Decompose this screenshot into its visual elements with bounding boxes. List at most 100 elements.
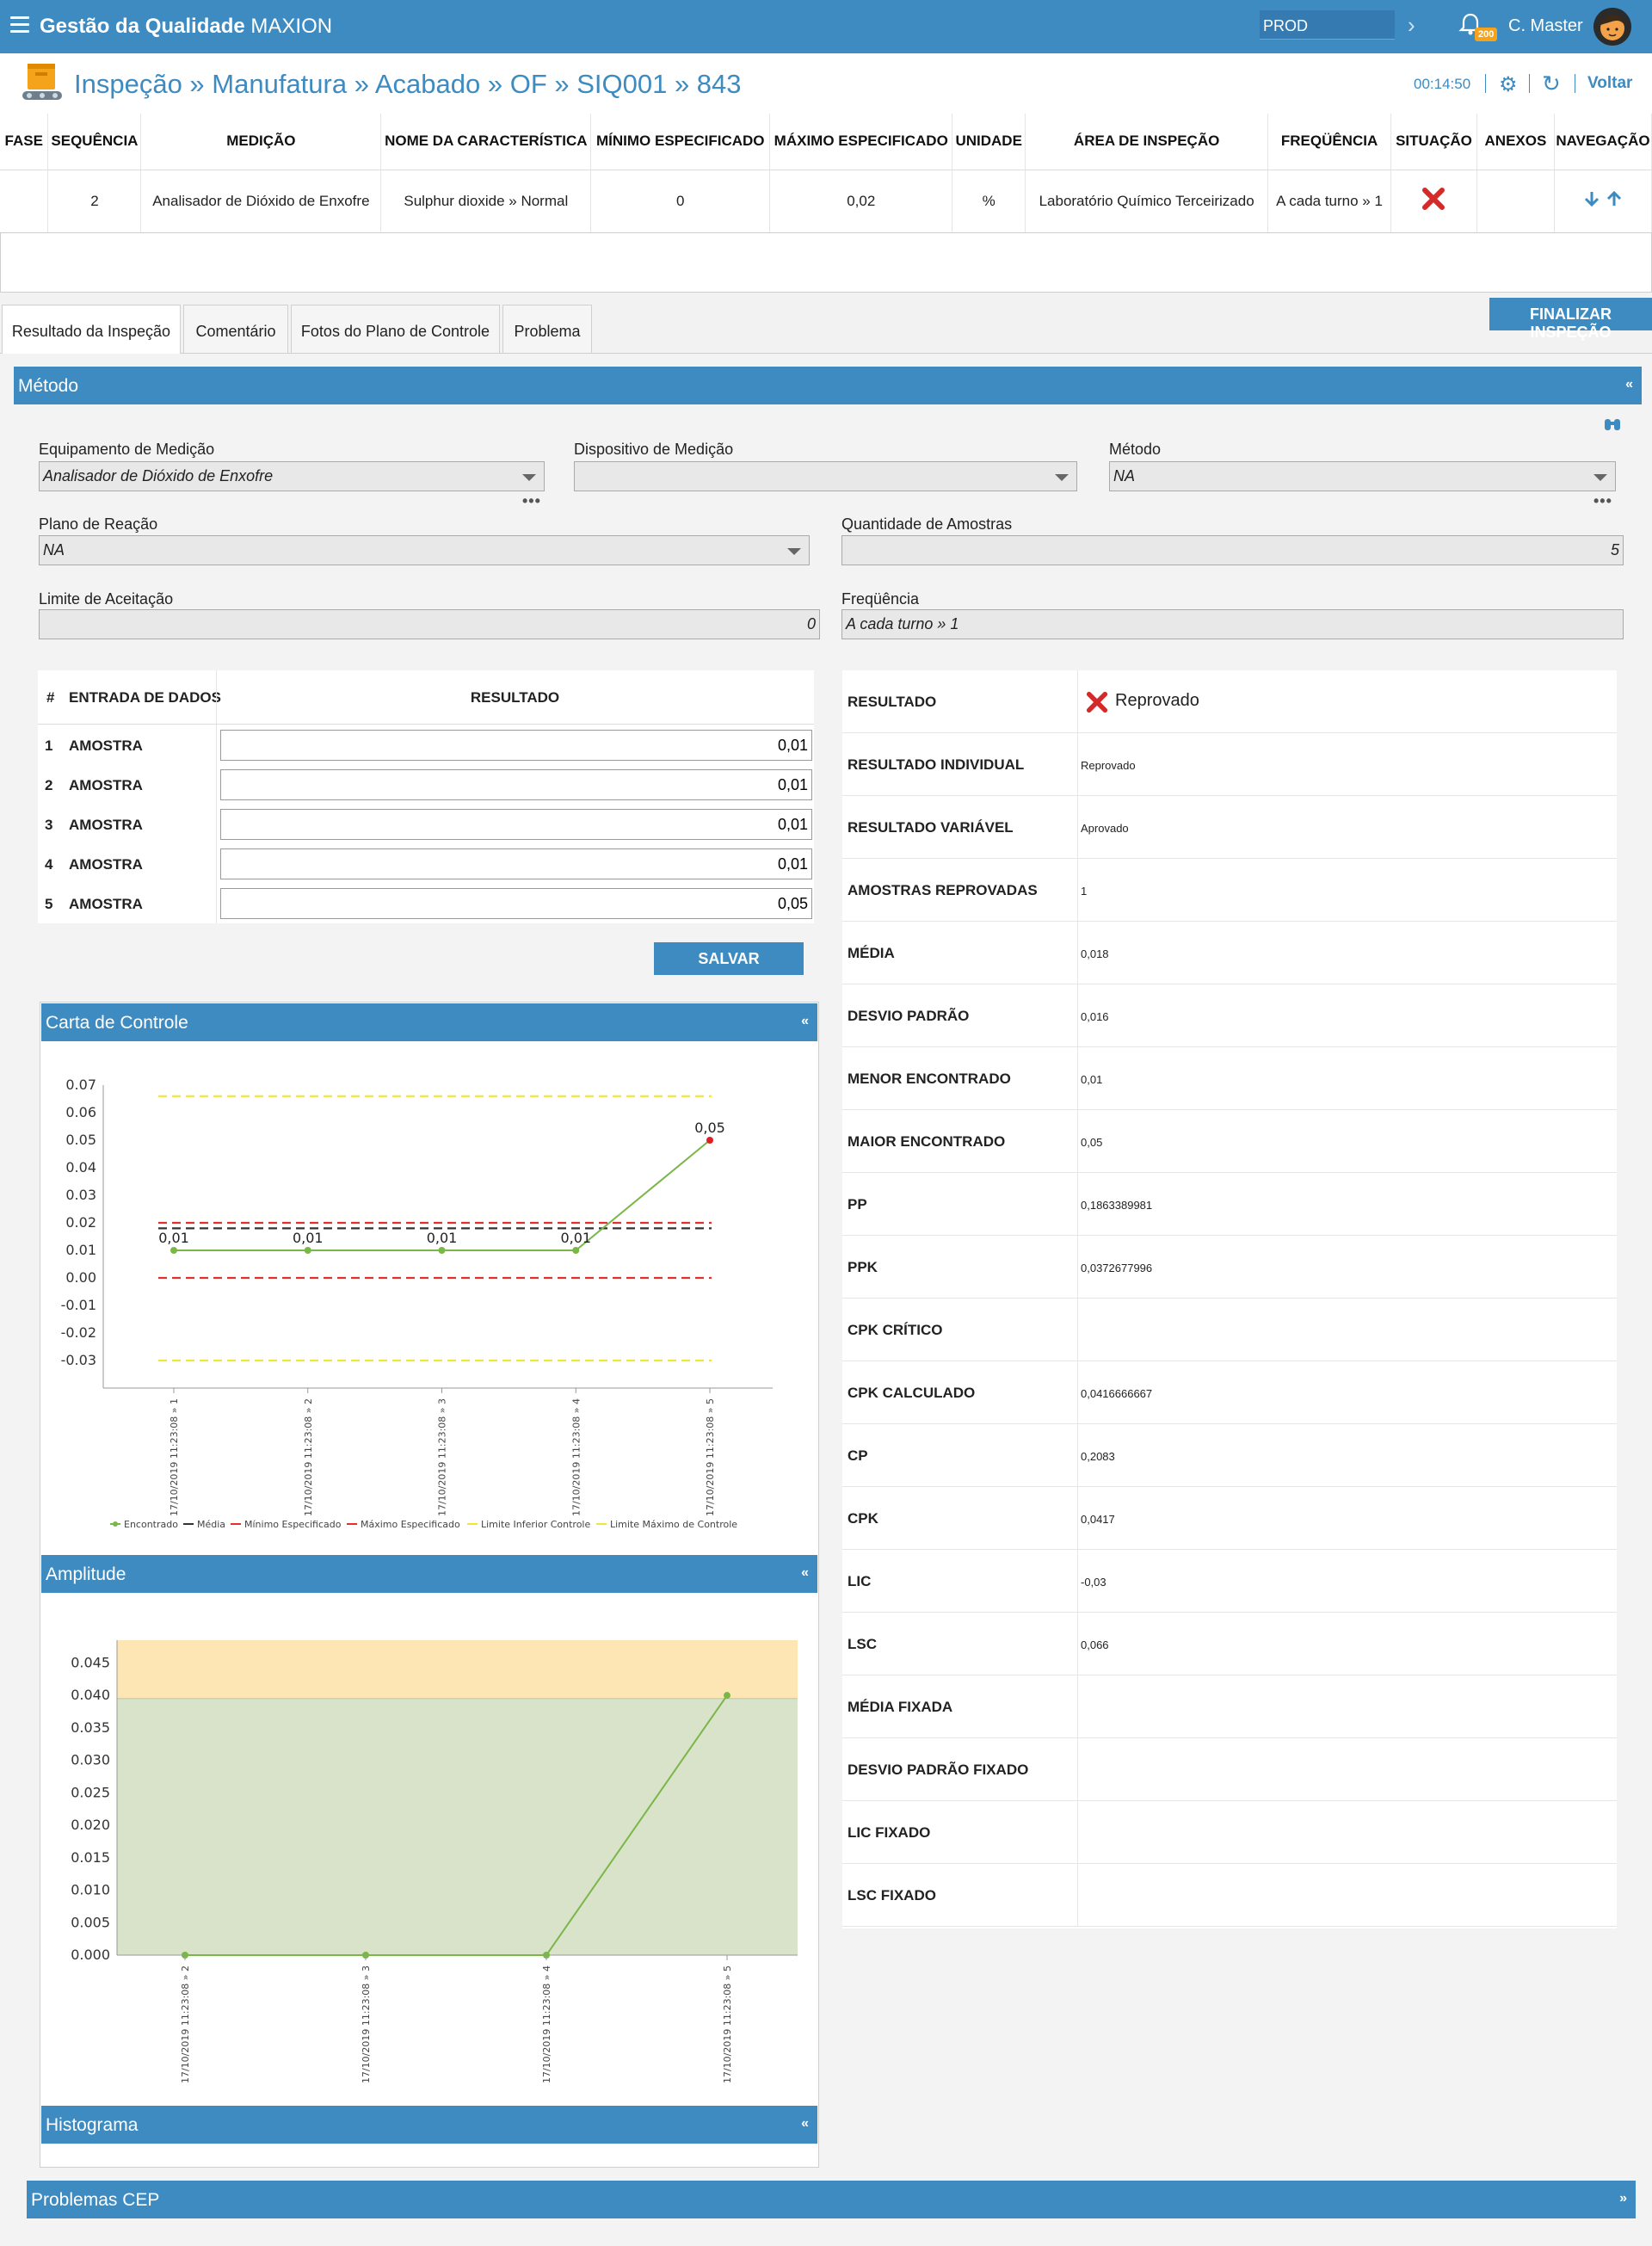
spec-table: FASE SEQUÊNCIA MEDIÇÃO NOME DA CARACTERÍ… — [0, 114, 1652, 232]
refresh-icon[interactable]: ↻ — [1542, 71, 1561, 96]
environment-field[interactable]: PROD — [1260, 10, 1395, 40]
table-row: RESULTADO Reprovado — [842, 670, 1617, 733]
bell-icon[interactable] — [1458, 11, 1483, 37]
collapse-icon[interactable]: « — [801, 1565, 809, 1580]
row-num: 5 — [45, 896, 53, 912]
avatar[interactable] — [1593, 8, 1631, 46]
table-row: RESULTADO INDIVIDUAL Reprovado — [842, 733, 1617, 796]
table-row: CPK 0,0417 — [842, 1487, 1617, 1550]
table-row: RESULTADO VARIÁVEL Aprovado — [842, 796, 1617, 859]
tab-fotos[interactable]: Fotos do Plano de Controle — [291, 305, 500, 353]
row-num: 3 — [45, 817, 53, 833]
col-navegacao: NAVEGAÇÃO — [1554, 114, 1652, 170]
result-key: DESVIO PADRÃO FIXADO — [848, 1762, 1029, 1778]
cell-situacao — [1390, 170, 1477, 232]
expand-icon[interactable]: » — [1619, 2191, 1627, 2206]
breadcrumb[interactable]: Inspeção » Manufatura » Acabado » OF » S… — [74, 69, 742, 99]
result-value: Reprovado — [1115, 691, 1199, 710]
save-button[interactable]: SALVAR — [654, 942, 804, 975]
legend-label: Limite Inferior Controle — [481, 1519, 590, 1530]
divider — [1077, 1173, 1078, 1236]
sample-input[interactable] — [220, 809, 812, 840]
col-anexos: ANEXOS — [1476, 114, 1555, 170]
result-key: RESULTADO — [848, 694, 937, 710]
divider — [1077, 1299, 1078, 1361]
y-tick-label: 0.045 — [71, 1654, 110, 1670]
tab-comentario[interactable]: Comentário — [183, 305, 288, 353]
sample-input[interactable] — [220, 730, 812, 761]
x-tick-label: 17/10/2019 11:23:08 » 4 — [570, 1398, 582, 1516]
amplitude-panel-header[interactable]: Amplitude « — [41, 1555, 817, 1593]
col-fase: FASE — [0, 114, 49, 170]
cell-unidade: % — [952, 170, 1026, 232]
table-row: CPK CALCULADO 0,0416666667 — [842, 1361, 1617, 1424]
result-key: MÉDIA — [848, 945, 895, 961]
collapse-icon[interactable]: « — [1625, 377, 1633, 392]
result-value: 0,066 — [1081, 1638, 1109, 1651]
user-name[interactable]: C. Master — [1508, 16, 1583, 35]
notes-textarea[interactable] — [0, 232, 1652, 293]
collapse-icon[interactable]: « — [801, 1014, 809, 1028]
notification-badge: 200 — [1475, 28, 1498, 41]
carta-panel-header[interactable]: Carta de Controle « — [41, 1003, 817, 1041]
arrow-down-icon[interactable] — [1582, 189, 1601, 208]
more-icon[interactable]: ••• — [1593, 492, 1612, 509]
quantidade-field: 5 — [841, 535, 1624, 565]
col-area: ÁREA DE INSPEÇÃO — [1025, 114, 1269, 170]
sample-input[interactable] — [220, 888, 812, 919]
gear-icon[interactable]: ⚙ — [1499, 73, 1518, 96]
table-row: MAIOR ENCONTRADO 0,05 — [842, 1110, 1617, 1173]
tab-problema[interactable]: Problema — [502, 305, 592, 353]
x-tick-label: 17/10/2019 11:23:08 » 3 — [437, 1398, 448, 1516]
arrow-up-icon[interactable] — [1605, 189, 1624, 208]
table-row: AMOSTRAS REPROVADAS 1 — [842, 859, 1617, 922]
data-point — [706, 1137, 713, 1144]
table-row: CPK CRÍTICO — [842, 1299, 1617, 1361]
collapse-icon[interactable]: « — [801, 2116, 809, 2131]
problemas-panel-header[interactable]: Problemas CEP » — [27, 2181, 1636, 2218]
binoculars-icon[interactable] — [1604, 416, 1621, 432]
tab-resultado[interactable]: Resultado da Inspeção — [2, 305, 181, 354]
table-row: PPK 0,0372677996 — [842, 1236, 1617, 1299]
sample-input[interactable] — [220, 769, 812, 800]
cell-maximo: 0,02 — [769, 170, 953, 232]
y-tick-label: -0.03 — [61, 1352, 96, 1368]
more-icon[interactable]: ••• — [522, 492, 541, 509]
data-label: 0,01 — [560, 1230, 591, 1246]
limite-field: 0 — [39, 609, 820, 639]
data-point — [572, 1247, 580, 1254]
x-tick-label: 17/10/2019 11:23:08 » 4 — [541, 1965, 552, 2083]
table-row[interactable]: 2 Analisador de Dióxido de Enxofre Sulph… — [0, 170, 1652, 232]
legend-label: Limite Máximo de Controle — [610, 1519, 737, 1530]
chevron-right-icon[interactable]: › — [1408, 12, 1415, 38]
dispositivo-select[interactable] — [574, 461, 1077, 491]
metodo-panel-header[interactable]: Método « — [14, 367, 1642, 404]
sample-input[interactable] — [220, 848, 812, 879]
row-num: 2 — [45, 777, 53, 793]
result-key: RESULTADO INDIVIDUAL — [848, 756, 1025, 773]
histograma-panel-header[interactable]: Histograma « — [41, 2106, 817, 2144]
y-tick-label: 0.05 — [65, 1132, 96, 1148]
data-label: 0,01 — [158, 1230, 189, 1246]
back-link[interactable]: Voltar — [1587, 74, 1633, 92]
table-row: 1 AMOSTRA — [38, 725, 814, 765]
metodo-label: Método — [1109, 441, 1162, 458]
divider — [38, 724, 814, 725]
cell-caracteristica: Sulphur dioxide » Normal — [380, 170, 592, 232]
plano-reacao-select[interactable]: NA — [39, 535, 810, 565]
metodo-select[interactable]: NA — [1109, 461, 1616, 491]
table-row: 2 AMOSTRA — [38, 765, 814, 805]
menu-icon[interactable] — [10, 16, 29, 34]
table-row: LSC 0,066 — [842, 1613, 1617, 1675]
y-tick-label: 0.010 — [71, 1882, 110, 1898]
chart-background — [52, 1078, 806, 1539]
cell-anexos — [1476, 170, 1555, 232]
equipamento-select[interactable]: Analisador de Dióxido de Enxofre — [39, 461, 545, 491]
legend-dot — [113, 1521, 118, 1527]
col-caracteristica: NOME DA CARACTERÍSTICA — [380, 114, 592, 170]
finalize-inspection-button[interactable]: FINALIZAR INSPEÇÃO — [1489, 298, 1652, 341]
table-row: CP 0,2083 — [842, 1424, 1617, 1487]
divider — [1077, 1801, 1078, 1864]
col-medicao: MEDIÇÃO — [140, 114, 382, 170]
row-num: 1 — [45, 737, 53, 754]
